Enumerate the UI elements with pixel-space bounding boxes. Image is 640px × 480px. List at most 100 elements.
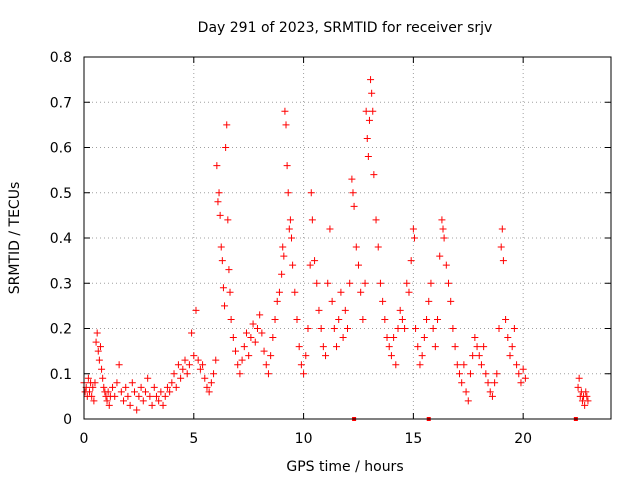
data-point xyxy=(493,370,501,378)
y-tick-label: 0.3 xyxy=(50,276,72,292)
data-point xyxy=(519,365,527,373)
data-point xyxy=(194,356,202,364)
x-tick-label: 20 xyxy=(514,431,532,447)
data-point xyxy=(229,334,237,342)
data-point xyxy=(477,361,485,369)
data-point xyxy=(368,89,376,97)
data-point xyxy=(319,343,327,351)
x-tick-label: 5 xyxy=(189,431,198,447)
data-point xyxy=(133,406,141,414)
data-point xyxy=(225,266,233,274)
data-point xyxy=(212,356,220,364)
data-point xyxy=(517,379,525,387)
data-point xyxy=(418,352,426,360)
data-point xyxy=(100,383,108,391)
data-point xyxy=(372,216,380,224)
data-point xyxy=(144,374,152,382)
data-point xyxy=(286,216,294,224)
data-point xyxy=(330,325,338,332)
data-point xyxy=(307,189,315,197)
data-point xyxy=(267,352,275,360)
data-point xyxy=(317,325,325,332)
y-axis-label: SRMTID / TECUs xyxy=(7,182,23,295)
data-point xyxy=(181,356,189,364)
data-point xyxy=(92,338,100,346)
data-point xyxy=(219,284,227,292)
data-point xyxy=(398,315,406,323)
data-point xyxy=(302,352,310,360)
data-point xyxy=(431,343,439,351)
data-point xyxy=(275,288,283,296)
data-point xyxy=(128,379,136,387)
data-point xyxy=(168,379,176,387)
data-point xyxy=(425,297,433,305)
data-point xyxy=(113,379,121,387)
data-point xyxy=(510,325,518,332)
data-point xyxy=(471,334,479,342)
data-point xyxy=(438,216,446,224)
data-point xyxy=(94,347,102,355)
data-point xyxy=(146,392,154,400)
data-point xyxy=(344,325,351,332)
data-point xyxy=(157,388,165,396)
data-point xyxy=(205,388,213,396)
data-point xyxy=(311,257,319,265)
data-point xyxy=(495,325,503,332)
data-point xyxy=(488,392,496,400)
tick-labels: 0 0.1 0.2 0.3 0.4 0.5 0.6 0.7 0.8 0 5 10 15 20 xyxy=(50,50,532,447)
data-point xyxy=(183,370,191,378)
data-point xyxy=(150,383,158,391)
data-point xyxy=(458,379,466,387)
data-point xyxy=(379,297,387,305)
data-point xyxy=(473,343,481,351)
data-point xyxy=(242,329,250,337)
data-point xyxy=(148,401,156,409)
data-point xyxy=(462,388,470,396)
x-tick-label: 15 xyxy=(404,431,422,447)
data-point xyxy=(499,257,507,265)
data-point xyxy=(383,334,391,342)
data-point xyxy=(390,334,398,342)
data-point xyxy=(455,370,463,378)
data-point xyxy=(280,252,288,260)
y-tick-label: 0.8 xyxy=(50,50,72,66)
data-point xyxy=(90,397,98,405)
data-point xyxy=(98,365,106,373)
data-point xyxy=(120,397,128,405)
data-point xyxy=(295,343,303,351)
data-point xyxy=(117,388,125,396)
data-point xyxy=(429,325,437,332)
data-point xyxy=(179,365,187,373)
data-point xyxy=(497,243,505,251)
data-point xyxy=(207,379,215,387)
data-point xyxy=(381,315,389,323)
data-point xyxy=(423,315,431,323)
data-point xyxy=(364,153,372,161)
data-point xyxy=(304,325,312,332)
data-point xyxy=(93,329,101,337)
data-point xyxy=(339,334,347,342)
data-point xyxy=(214,198,222,206)
data-point xyxy=(224,216,232,224)
data-point xyxy=(352,243,360,251)
data-point xyxy=(357,288,365,296)
data-point xyxy=(475,352,483,360)
y-tick-label: 0.7 xyxy=(50,95,72,111)
data-point xyxy=(324,279,332,287)
data-point xyxy=(172,383,180,391)
data-point xyxy=(575,374,583,382)
data-point xyxy=(166,388,174,396)
data-point xyxy=(227,315,235,323)
data-point xyxy=(337,288,345,296)
data-point xyxy=(582,388,590,396)
data-point xyxy=(221,302,229,310)
data-point xyxy=(188,329,196,337)
data-point xyxy=(361,279,369,287)
data-point xyxy=(115,361,123,369)
axis-ticks xyxy=(83,56,611,420)
data-point xyxy=(513,361,521,369)
data-point xyxy=(105,401,113,409)
data-point xyxy=(414,343,422,351)
y-tick-label: 0.5 xyxy=(50,186,72,202)
